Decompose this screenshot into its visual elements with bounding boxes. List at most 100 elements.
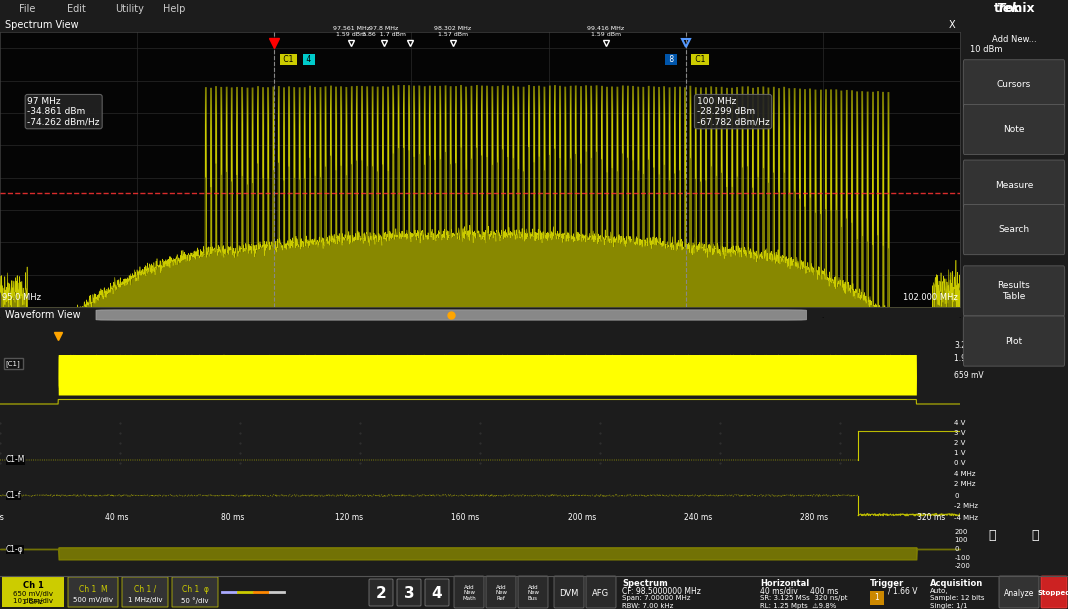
Text: Spectrum View: Spectrum View [4, 20, 78, 30]
Text: / 1.66 V: / 1.66 V [888, 587, 917, 596]
Text: 102.000 MHz: 102.000 MHz [904, 292, 958, 301]
Text: 1 V: 1 V [954, 450, 965, 456]
Text: Ch 1 /: Ch 1 / [134, 585, 156, 594]
Text: 320 ms: 320 ms [916, 513, 945, 522]
Text: File: File [19, 4, 35, 14]
FancyBboxPatch shape [963, 104, 1065, 155]
Text: Ch 1  M: Ch 1 M [79, 585, 107, 594]
Text: 100 MHz
-28.299 dBm
-67.782 dBm/Hz: 100 MHz -28.299 dBm -67.782 dBm/Hz [696, 97, 769, 127]
Text: 0: 0 [954, 546, 959, 552]
Text: Stopped: Stopped [1037, 590, 1068, 596]
Text: Analyze: Analyze [1004, 588, 1034, 597]
Text: 97.8 MHz
3.86  1.7 dBm: 97.8 MHz 3.86 1.7 dBm [362, 26, 406, 37]
Text: 3 V: 3 V [954, 430, 965, 436]
Text: Horizontal: Horizontal [760, 579, 810, 588]
Text: 650 mV/div: 650 mV/div [13, 591, 53, 597]
Text: RBW: 7.00 kHz: RBW: 7.00 kHz [622, 603, 674, 609]
FancyBboxPatch shape [96, 310, 806, 320]
FancyBboxPatch shape [518, 576, 548, 608]
Text: Edit: Edit [67, 4, 87, 14]
Text: Add
New
Ref: Add New Ref [494, 585, 507, 601]
FancyBboxPatch shape [554, 576, 584, 608]
FancyBboxPatch shape [963, 160, 1065, 210]
Text: 3.25: 3.25 [954, 341, 971, 350]
FancyBboxPatch shape [963, 60, 1065, 110]
Text: Plot: Plot [1005, 337, 1022, 345]
FancyBboxPatch shape [454, 576, 484, 608]
Text: 2 MHz: 2 MHz [954, 482, 976, 487]
Text: 2: 2 [376, 585, 387, 600]
Text: 280 ms: 280 ms [801, 513, 829, 522]
Text: Measure: Measure [994, 181, 1033, 189]
Text: 659 mV: 659 mV [954, 371, 984, 379]
Text: 4 MHz: 4 MHz [954, 471, 976, 476]
FancyBboxPatch shape [586, 576, 616, 608]
Text: 160 ms: 160 ms [452, 513, 480, 522]
Text: Tek: Tek [996, 2, 1020, 15]
Text: Single: 1/1: Single: 1/1 [930, 603, 968, 609]
Text: Spectrum: Spectrum [622, 579, 668, 588]
Text: Auto,: Auto, [930, 588, 948, 594]
Text: Sample: 12 bits: Sample: 12 bits [930, 595, 985, 601]
Text: 0 V: 0 V [954, 460, 965, 466]
Text: 97 MHz
-34.861 dBm
-74.262 dBm/Hz: 97 MHz -34.861 dBm -74.262 dBm/Hz [28, 97, 100, 127]
Text: 98.302 MHz
1.57 dBm: 98.302 MHz 1.57 dBm [435, 26, 471, 37]
Text: Span: 7.00000 MHz: Span: 7.00000 MHz [622, 595, 691, 601]
Text: 3: 3 [404, 585, 414, 600]
Text: 8: 8 [666, 55, 676, 64]
Text: Cursors: Cursors [996, 80, 1031, 90]
Text: C1-f: C1-f [5, 491, 21, 500]
Text: -2 MHz: -2 MHz [954, 504, 978, 510]
FancyBboxPatch shape [963, 205, 1065, 255]
Text: 1 GHz: 1 GHz [22, 599, 44, 605]
Text: 4: 4 [431, 585, 442, 600]
FancyBboxPatch shape [68, 577, 117, 607]
Text: 97.561 MHz
1.59 dBm: 97.561 MHz 1.59 dBm [333, 26, 370, 37]
Text: 500 mV/div: 500 mV/div [73, 597, 113, 603]
Text: 200: 200 [954, 529, 968, 535]
Text: C1-M: C1-M [5, 456, 26, 465]
Text: Results
Table: Results Table [998, 281, 1031, 301]
Text: -4 MHz: -4 MHz [954, 515, 978, 521]
Text: Note: Note [1003, 125, 1025, 134]
Text: Acquisition: Acquisition [930, 579, 984, 588]
Text: DVM: DVM [560, 588, 579, 597]
FancyBboxPatch shape [1041, 576, 1067, 608]
Text: 0s: 0s [0, 513, 4, 522]
FancyBboxPatch shape [425, 579, 449, 606]
Text: 99.416 MHz
1.59 dBm: 99.416 MHz 1.59 dBm [587, 26, 624, 37]
Text: 400 ms: 400 ms [810, 587, 838, 596]
FancyBboxPatch shape [172, 577, 218, 607]
Text: tronix: tronix [994, 2, 1036, 15]
FancyBboxPatch shape [370, 579, 393, 606]
FancyBboxPatch shape [963, 316, 1065, 366]
Text: X: X [948, 20, 955, 30]
Text: 40 ms: 40 ms [105, 513, 128, 522]
Text: Utility: Utility [115, 4, 144, 14]
Text: C1: C1 [692, 55, 707, 64]
Text: Ch 1  φ: Ch 1 φ [182, 585, 208, 594]
Text: 40 ms/div: 40 ms/div [760, 587, 798, 596]
FancyBboxPatch shape [486, 576, 516, 608]
Text: Waveform View: Waveform View [4, 310, 80, 320]
Text: CF: 98.5000000 MHz: CF: 98.5000000 MHz [622, 587, 701, 596]
FancyBboxPatch shape [2, 577, 64, 607]
Text: 1 MHz/div: 1 MHz/div [128, 597, 162, 603]
FancyBboxPatch shape [122, 577, 168, 607]
Text: 1: 1 [875, 594, 879, 602]
Text: 95.0 MHz: 95.0 MHz [2, 292, 41, 301]
Text: 120 ms: 120 ms [335, 513, 363, 522]
Text: [C1]: [C1] [5, 360, 20, 367]
Text: Add
New
Math: Add New Math [462, 585, 476, 601]
Text: SR: 3.125 MSs  320 ns/pt: SR: 3.125 MSs 320 ns/pt [760, 595, 848, 601]
Text: Add
New
Bus: Add New Bus [527, 585, 539, 601]
Text: 0: 0 [954, 493, 959, 499]
Text: AFG: AFG [593, 588, 610, 597]
Text: 1.96 V: 1.96 V [954, 354, 978, 364]
Text: 🗑: 🗑 [1032, 529, 1039, 541]
Text: 4 V: 4 V [954, 420, 965, 426]
Text: RL: 1.25 Mpts  ⚠9.8%: RL: 1.25 Mpts ⚠9.8% [760, 603, 836, 609]
Text: 2 V: 2 V [954, 440, 965, 446]
FancyBboxPatch shape [870, 591, 884, 605]
Text: 240 ms: 240 ms [685, 513, 712, 522]
